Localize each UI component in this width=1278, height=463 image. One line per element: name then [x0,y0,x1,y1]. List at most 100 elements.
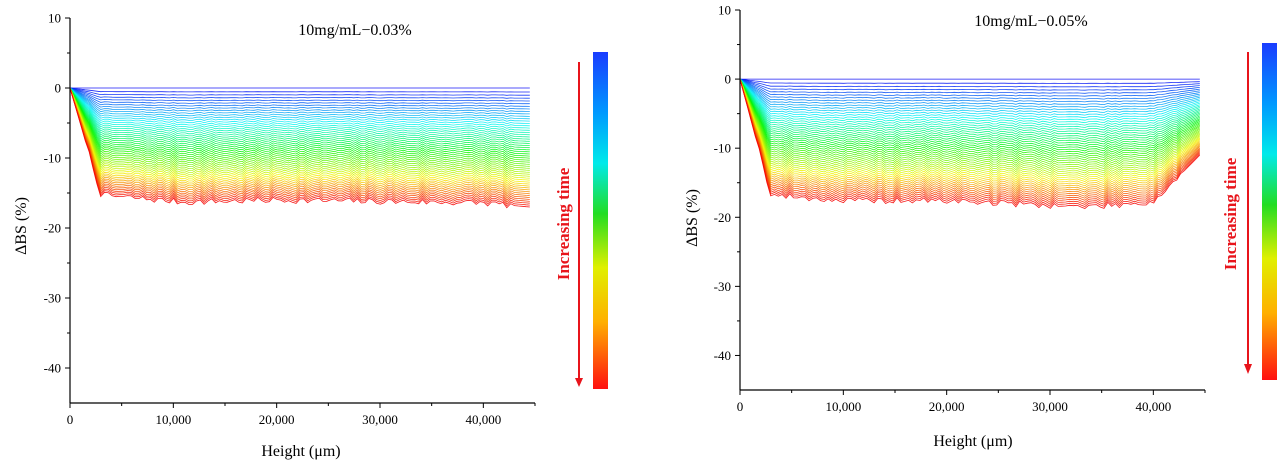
profile-line [739,78,1201,159]
profile-line [69,87,530,149]
profile-line [739,78,1201,207]
profile-line [739,78,1201,199]
y-tick-label: -20 [714,210,731,225]
y-axis-title-2: ΔBS (%) [684,189,701,247]
profile-line [739,78,1201,170]
profile-line [69,87,530,132]
profile-line [739,78,1200,147]
profile-line [739,78,1201,193]
profile-line [739,78,1200,94]
profile-line [69,87,530,151]
profile-line [739,78,1200,103]
profile-line [739,78,1200,126]
y-tick-label: -30 [44,291,61,306]
profile-line [69,87,530,174]
time-label-2: Increasing time [1221,157,1240,270]
y-tick-label: 10 [48,11,61,26]
colorbar-2 [1262,43,1277,380]
profile-line [739,78,1201,172]
profile-line [739,78,1200,111]
profile-line [739,78,1200,108]
axes-2: 10 0 -10 -20 -30 -40 0 10,000 20,000 30,000 40,000 [714,3,1206,414]
profile-line [69,87,530,99]
profile-line [739,78,1200,133]
profile-line [739,78,1200,124]
profile-line [739,78,1201,167]
profile-line [69,87,530,93]
x-tick-label: 10,000 [825,399,861,414]
profile-line [739,78,1201,163]
chart-title-2: 10mg/mL−0.05% [974,13,1087,30]
profile-line [69,87,530,96]
chart-panel-1: 10 0 -10 -20 -30 -40 0 10,000 20,000 30,000 40,000… [13,11,608,460]
y-tick-label: -40 [44,361,61,376]
profile-line [69,87,530,164]
profile-line [739,78,1201,195]
profile-line [69,87,530,188]
profile-line [69,87,530,127]
time-arrow-head-1 [575,378,583,387]
profile-line [69,87,530,118]
plot-lines-2 [739,78,1201,209]
profile-line [69,87,530,125]
profile-line [739,78,1200,97]
profile-line [739,78,1200,138]
profile-line [739,78,1200,143]
y-axis-title-1: ΔBS (%) [13,197,30,255]
profile-line [69,87,530,115]
profile-line [739,78,1201,189]
profile-line [69,87,530,176]
profile-line [69,87,530,168]
profile-line [69,87,530,194]
y-tick-label: -30 [714,279,731,294]
profile-line [69,87,530,195]
profile-line [739,78,1201,156]
profile-line [739,78,1201,174]
profile-line [69,87,530,205]
profile-line [69,87,530,199]
y-tick-label: -40 [714,348,731,363]
profile-line [69,87,530,140]
axes-1: 10 0 -10 -20 -30 -40 0 10,000 20,000 30,000 40,000 [44,11,536,427]
profile-line [69,87,530,105]
x-tick-label: 20,000 [259,412,295,427]
profile-line [69,87,530,113]
x-tick-label: 0 [737,399,744,414]
profile-line [69,87,530,138]
profile-line [69,87,530,166]
profile-line [69,87,530,178]
profile-line [739,78,1200,84]
profile-line [69,87,530,143]
profile-line [69,87,530,145]
profile-line [739,78,1200,114]
y-tick-label: -10 [44,151,61,166]
profile-line [739,78,1201,205]
profile-line [739,78,1200,88]
profile-line [69,87,530,197]
profile-line [739,78,1200,152]
y-tick-label: -20 [44,221,61,236]
profile-line [739,78,1201,191]
profile-line [69,87,530,201]
time-arrow-head-2 [1244,364,1252,374]
x-tick-label: 10,000 [155,412,191,427]
profile-line [739,78,1200,116]
profile-line [69,87,530,180]
x-axis-title-1: Height (μm) [261,443,340,460]
profile-line [739,78,1200,121]
profile-line [69,87,530,110]
y-tick-label: -10 [714,141,731,156]
profile-line [69,87,530,153]
profile-line [739,78,1200,100]
y-tick-label: 0 [725,72,732,87]
plot-lines-1 [69,87,530,209]
profile-line [69,87,530,182]
profile-line [69,87,530,186]
y-tick-label: 0 [55,81,62,96]
profile-line [739,78,1201,187]
profile-line [739,78,1201,176]
profile-line [69,87,530,192]
profile-line [739,78,1201,209]
profile-line [739,78,1200,150]
